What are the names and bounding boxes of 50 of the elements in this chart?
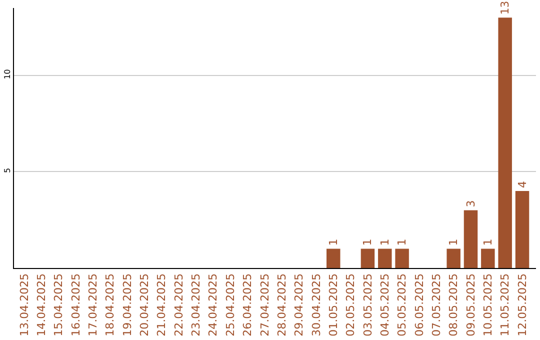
x-tick-label: 14.04.2025 bbox=[35, 273, 48, 336]
x-tick-label: 21.04.2025 bbox=[155, 273, 168, 336]
x-tick-label: 20.04.2025 bbox=[138, 273, 152, 336]
data-label: 1 bbox=[447, 238, 460, 246]
bar bbox=[395, 248, 409, 268]
x-tick-label: 06.05.2025 bbox=[412, 273, 426, 336]
x-tick-label: 24.04.2025 bbox=[206, 273, 220, 336]
x-tick-label: 11.05.2025 bbox=[498, 273, 512, 336]
x-tick-label: 23.04.2025 bbox=[190, 273, 203, 336]
bar bbox=[326, 248, 340, 268]
x-tick-label: 26.04.2025 bbox=[241, 273, 254, 336]
data-label: 1 bbox=[326, 238, 340, 246]
x-tick-label: 04.05.2025 bbox=[378, 273, 392, 336]
x-tick-label: 01.05.2025 bbox=[326, 273, 340, 336]
bar bbox=[378, 248, 392, 268]
data-label: 3 bbox=[464, 200, 478, 208]
x-tick-label: 09.05.2025 bbox=[464, 273, 478, 336]
bar bbox=[498, 18, 512, 268]
x-tick-label: 02.05.2025 bbox=[344, 273, 358, 336]
data-label: 13 bbox=[498, 0, 512, 15]
y-tick-label: 10 bbox=[2, 69, 12, 80]
x-tick-label: 18.04.2025 bbox=[104, 273, 117, 336]
data-label: 4 bbox=[516, 180, 529, 188]
bar bbox=[446, 248, 460, 268]
x-tick-label: 07.05.2025 bbox=[430, 273, 443, 336]
x-tick-label: 12.05.2025 bbox=[516, 273, 529, 336]
x-tick-label: 28.04.2025 bbox=[275, 273, 288, 336]
x-tick-label: 17.04.2025 bbox=[86, 273, 100, 336]
x-tick-label: 27.04.2025 bbox=[258, 273, 272, 336]
x-tick-label: 19.04.2025 bbox=[120, 273, 134, 336]
x-tick-label: 13.04.2025 bbox=[18, 273, 31, 336]
data-label: 1 bbox=[481, 238, 494, 246]
data-label: 1 bbox=[378, 238, 392, 246]
x-tick-label: 03.05.2025 bbox=[361, 273, 374, 336]
x-tick-label: 15.04.2025 bbox=[52, 273, 66, 336]
x-tick-label: 25.04.2025 bbox=[224, 273, 237, 336]
x-tick-label: 22.04.2025 bbox=[172, 273, 186, 336]
bar bbox=[481, 248, 495, 268]
bar bbox=[360, 248, 375, 268]
data-label: 1 bbox=[361, 238, 374, 246]
bar bbox=[515, 190, 530, 268]
y-tick-label: 5 bbox=[2, 168, 12, 174]
data-label: 1 bbox=[396, 238, 409, 246]
x-tick-label: 29.04.2025 bbox=[292, 273, 306, 336]
x-tick-label: 05.05.2025 bbox=[396, 273, 409, 336]
x-tick-label: 16.04.2025 bbox=[69, 273, 82, 336]
x-tick-label: 10.05.2025 bbox=[481, 273, 494, 336]
x-tick-label: 08.05.2025 bbox=[447, 273, 460, 336]
bar bbox=[464, 210, 478, 268]
x-tick-label: 30.04.2025 bbox=[310, 273, 323, 336]
